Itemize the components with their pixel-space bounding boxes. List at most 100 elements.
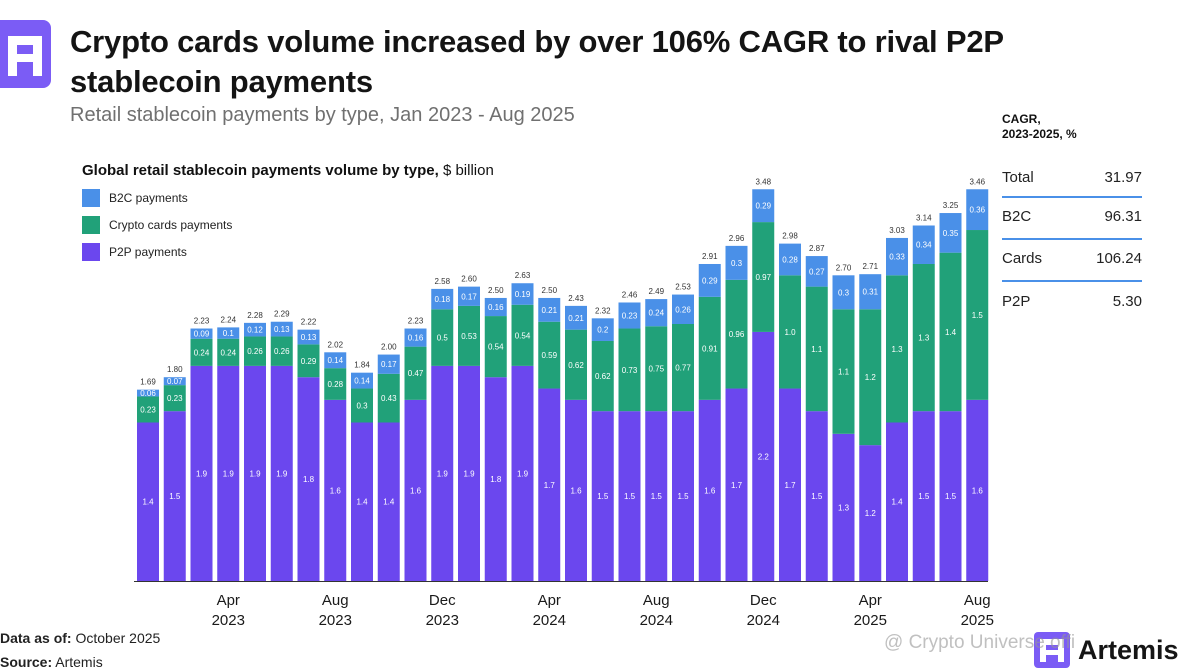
bar-b2c <box>377 354 400 374</box>
bar-b2c <box>511 283 534 305</box>
source-label: Source: <box>0 654 53 670</box>
bar-total-label: 2.23 <box>408 317 424 326</box>
bar-b2c <box>137 389 159 397</box>
bar-cards <box>698 296 721 400</box>
bar-p2p <box>137 422 159 581</box>
bar-label-cards: 0.75 <box>648 365 664 374</box>
cagr-row-cards: Cards 106.24 <box>1002 240 1142 282</box>
cagr-label: Cards <box>1002 249 1043 267</box>
bar-label-b2c: 0.12 <box>247 326 263 335</box>
bar-b2c <box>672 294 694 324</box>
bar-p2p <box>163 411 186 581</box>
bar-label-b2c: 0.28 <box>782 255 798 264</box>
bar-total-label: 2.58 <box>434 277 450 286</box>
data-as-of-label: Data as of: <box>0 630 72 646</box>
bar-label-p2p: 1.4 <box>142 498 154 507</box>
bar-label-b2c: 0.3 <box>838 288 850 297</box>
bar-label-b2c: 0.3 <box>731 259 743 268</box>
bar-p2p <box>511 365 534 581</box>
bar-total-label: 2.60 <box>461 275 477 284</box>
bar-label-cards: 1.5 <box>972 311 984 320</box>
bar-total-label: 2.49 <box>648 287 664 296</box>
bar-label-b2c: 0.19 <box>515 290 531 299</box>
x-tick-year: 2024 <box>533 612 566 629</box>
bar-label-p2p: 1.8 <box>303 475 315 484</box>
bar-cards <box>672 323 694 412</box>
bar-cards <box>484 316 507 378</box>
bar-total-label: 3.48 <box>755 177 771 186</box>
chart-title: Global retail stablecoin payments volume… <box>82 162 494 179</box>
x-tick-year: 2023 <box>212 612 245 629</box>
bar-cards <box>618 328 641 412</box>
bar-p2p <box>431 365 454 581</box>
legend-swatch-b2c <box>82 189 100 207</box>
brand-name: Artemis <box>1078 634 1179 665</box>
bar-b2c <box>297 329 320 345</box>
cagr-table: CAGR, 2023-2025, % Total 31.97 B2C 96.31… <box>1002 112 1142 324</box>
bar-p2p <box>324 399 347 581</box>
bar-label-b2c: 0.23 <box>622 312 638 321</box>
bar-label-p2p: 1.6 <box>410 486 422 495</box>
bar-cards <box>511 304 534 366</box>
bar-label-cards: 0.62 <box>595 372 611 381</box>
bar-b2c <box>966 189 989 231</box>
bar-label-b2c: 0.34 <box>916 241 932 250</box>
bar-total-label: 3.25 <box>943 201 959 210</box>
bar-total-label: 2.32 <box>595 306 611 315</box>
bar-label-b2c: 0.27 <box>809 267 825 276</box>
bar-b2c <box>725 245 748 280</box>
bar-cards <box>244 336 266 366</box>
watermark: @ Crypto Universe offi <box>884 632 1076 653</box>
bar-label-p2p: 1.2 <box>865 509 877 518</box>
bar-label-cards: 0.26 <box>247 347 263 356</box>
bar-total-label: 3.03 <box>889 226 905 235</box>
bar-cards <box>431 309 454 366</box>
x-tick-month: Aug <box>643 592 670 609</box>
bar-cards <box>779 275 801 389</box>
bar-b2c <box>565 305 587 330</box>
bar-total-label: 2.87 <box>809 244 825 253</box>
bar-label-b2c: 0.07 <box>167 377 183 386</box>
bar-label-p2p: 1.7 <box>544 481 556 490</box>
bar-cards <box>805 286 828 412</box>
bar-label-p2p: 1.5 <box>945 492 957 501</box>
bar-label-cards: 0.91 <box>702 344 718 353</box>
bar-total-label: 2.02 <box>327 340 343 349</box>
cagr-label: B2C <box>1002 207 1032 225</box>
bar-p2p <box>886 422 908 581</box>
bar-p2p <box>377 422 400 581</box>
bar-cards <box>591 340 614 412</box>
bar-label-p2p: 1.9 <box>249 469 261 478</box>
bar-cards <box>351 388 373 423</box>
bar-label-cards: 1.2 <box>865 373 877 382</box>
bar-label-b2c: 0.26 <box>675 305 691 314</box>
bar-label-p2p: 1.7 <box>731 481 743 490</box>
bar-label-b2c: 0.29 <box>755 202 771 211</box>
bar-cards <box>752 222 775 332</box>
bar-p2p <box>217 365 240 581</box>
bar-label-cards: 0.54 <box>515 331 531 340</box>
bar-label-p2p: 1.9 <box>276 469 288 478</box>
bar-label-b2c: 0.21 <box>541 306 557 315</box>
legend-item-b2c: B2C payments <box>82 189 232 207</box>
bar-label-b2c: 0.29 <box>702 276 718 285</box>
bar-cards <box>163 385 186 412</box>
bar-label-cards: 0.73 <box>622 366 638 375</box>
data-as-of-value: October 2025 <box>75 630 161 646</box>
bar-label-cards: 1.1 <box>811 345 823 354</box>
bar-b2c <box>217 327 240 339</box>
cagr-value: 5.30 <box>1112 292 1142 310</box>
bar-total-label: 2.29 <box>274 310 290 319</box>
bar-cards <box>270 336 293 366</box>
bar-b2c <box>591 318 614 341</box>
cagr-heading-line1: CAGR, <box>1002 112 1041 126</box>
bar-label-b2c: 0.09 <box>194 330 210 339</box>
legend-label-cards: Crypto cards payments <box>109 218 233 232</box>
bar-cards <box>886 275 908 423</box>
bar-label-p2p: 2.2 <box>758 452 770 461</box>
x-tick-month: Apr <box>859 592 882 609</box>
bar-total-label: 2.63 <box>515 271 531 280</box>
bar-b2c <box>270 321 293 337</box>
bar-label-p2p: 1.5 <box>651 492 663 501</box>
bar-total-label: 2.71 <box>862 262 878 271</box>
